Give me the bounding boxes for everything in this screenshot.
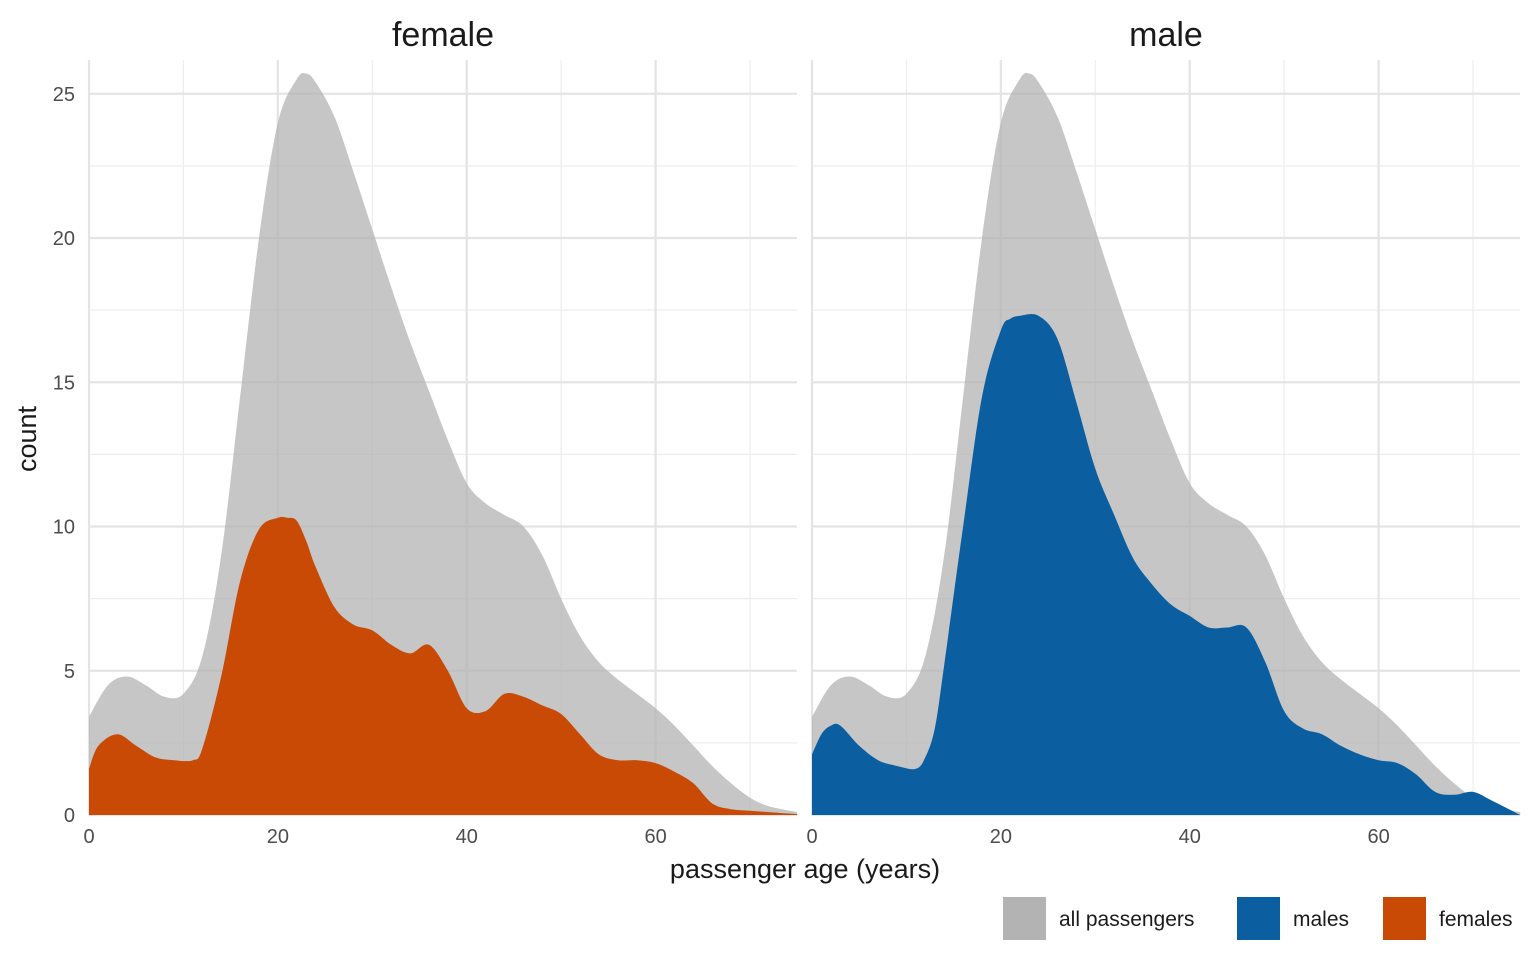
legend-swatch-males [1237, 897, 1280, 940]
facet-title-female: female [392, 16, 494, 54]
y-axis-title: count [12, 405, 42, 472]
x-tick-label: 40 [1179, 826, 1201, 848]
x-axis-title: passenger age (years) [670, 854, 940, 884]
legend-label: males [1293, 908, 1349, 931]
y-tick-label: 20 [53, 228, 75, 250]
legend-swatch-females [1383, 897, 1426, 940]
facet-title-male: male [1129, 16, 1203, 54]
y-tick-label: 5 [64, 661, 75, 683]
x-tick-label: 60 [644, 826, 666, 848]
legend-label: females [1439, 908, 1513, 931]
x-tick-label: 0 [83, 826, 94, 848]
y-tick-label: 10 [53, 517, 75, 539]
x-tick-label: 20 [990, 826, 1012, 848]
y-tick-label: 15 [53, 372, 75, 394]
legend-swatch-all-passengers [1003, 897, 1046, 940]
legend-label: all passengers [1059, 908, 1194, 931]
x-tick-label: 40 [456, 826, 478, 848]
y-tick-label: 25 [53, 84, 75, 106]
x-tick-label: 20 [267, 826, 289, 848]
x-tick-label: 60 [1367, 826, 1389, 848]
area-females [89, 516, 798, 815]
y-tick-label: 0 [64, 805, 75, 827]
area-males [812, 314, 1521, 815]
x-tick-label: 0 [806, 826, 817, 848]
